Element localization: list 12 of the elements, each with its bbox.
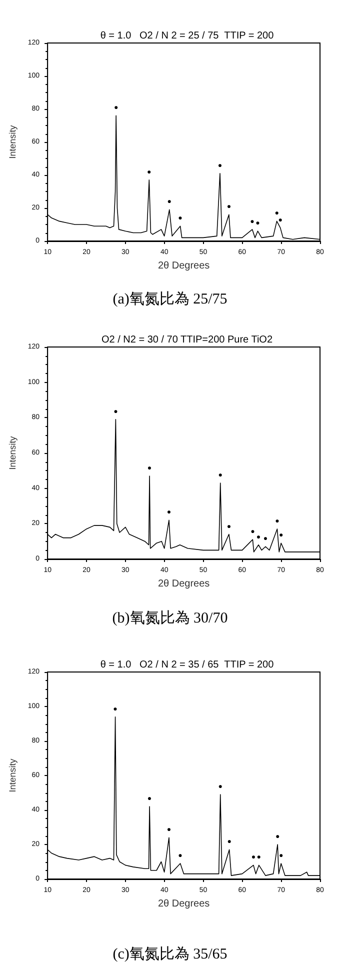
chart-title: O2 / N2 = 30 / 70 TTIP=200 Pure TiO2 (101, 334, 273, 346)
y-axis-title: Intensity (8, 436, 18, 470)
text: (b)氧氮比為 30/70 (112, 610, 228, 626)
text: (a)氧氮比為 25/75 (112, 290, 228, 308)
x-axis-title: 2θ Degrees (158, 898, 210, 910)
chart-title: θ = 1.0 O2 / N 2 = 25 / 75 TTIP = 200 (100, 30, 274, 42)
y-axis-title: Intensity (8, 124, 18, 159)
x-axis-title: 2θ Degrees (158, 260, 210, 272)
chart-title: θ = 1.0 O2 / N 2 = 35 / 65 TTIP = 200 (100, 660, 274, 670)
text: (c)氧氮比為 35/65 (112, 946, 228, 962)
x-axis-title: 2θ Degrees (158, 578, 210, 590)
y-axis-title: Intensity (8, 758, 18, 792)
